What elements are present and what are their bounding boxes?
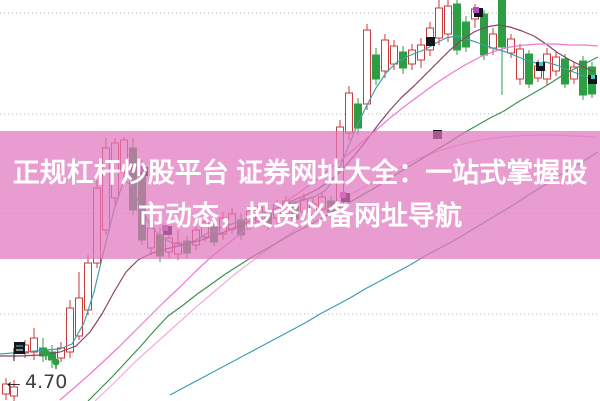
promo-banner: 正规杠杆炒股平台 证券网址大全：一站式掌握股 市动态，投资必备网址导航	[0, 131, 600, 259]
promo-text-line1: 正规杠杆炒股平台 证券网址大全：一站式掌握股	[12, 158, 588, 188]
promo-text-line2: 市动态，投资必备网址导航	[138, 201, 462, 231]
left-arrow-icon: ←	[3, 370, 24, 393]
promo-text: 正规杠杆炒股平台 证券网址大全：一站式掌握股 市动态，投资必备网址导航	[0, 152, 600, 238]
price-label: 4.70	[25, 370, 68, 393]
current-price-tag: ← 4.70	[3, 371, 67, 392]
